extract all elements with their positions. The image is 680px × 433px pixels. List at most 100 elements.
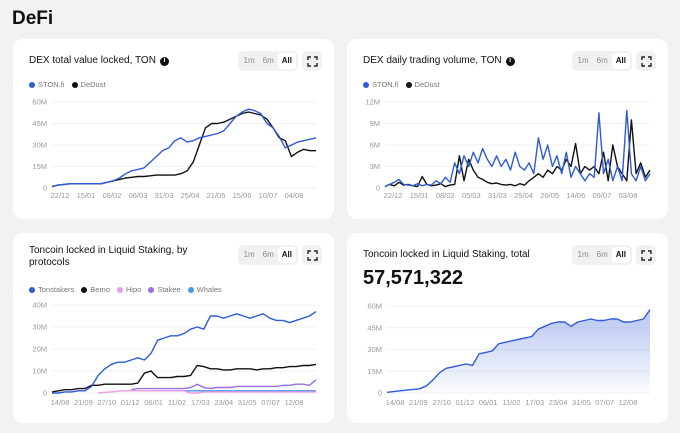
range-selector: 1m 6m All: [571, 245, 632, 265]
legend-label: Whales: [196, 285, 222, 294]
y-tick-label: 0: [378, 389, 382, 398]
fullscreen-button[interactable]: [636, 51, 656, 71]
legend-dot-icon: [148, 286, 155, 293]
legend-item[interactable]: STON.fi: [363, 80, 399, 89]
series-line-stonfi: [384, 109, 651, 188]
range-all[interactable]: All: [611, 247, 630, 263]
x-tick-label: 22/12: [384, 191, 403, 200]
y-tick-label: 15M: [367, 367, 382, 376]
card-staking-protocols: 0 10M 20M 30M 40M 14/08 21/09 27/10 01/12 06/01 11…: [13, 233, 334, 423]
x-tick-label: 25/04: [514, 191, 533, 200]
x-tick-label: 25/04: [181, 191, 200, 200]
range-6m[interactable]: 6m: [596, 250, 608, 259]
expand-icon: [306, 249, 318, 261]
info-icon[interactable]: i: [505, 56, 515, 66]
card-dex-volume: 0 3M 6M 9M 12M 22/12 15/01 08/02 05/03 31/03 25/04…: [347, 39, 668, 219]
x-tick-label: 17/03: [191, 398, 210, 407]
chart-legend: Tonstakers Bemo Hipo Stakee Whales: [29, 285, 222, 294]
series-line-stonfi: [51, 108, 317, 188]
y-tick-label: 15M: [32, 162, 47, 171]
x-tick-label: 17/03: [525, 398, 544, 407]
legend-item[interactable]: DeDust: [71, 80, 106, 89]
x-tick-label: 06/01: [144, 398, 163, 407]
range-1m[interactable]: 1m: [577, 56, 589, 65]
x-tick-label: 06/01: [479, 398, 498, 407]
legend-label: Bemo: [90, 285, 110, 294]
page-title: DeFi: [12, 8, 54, 29]
chart-dex-tvl: 0 15M 30M 45M 60M 22/12 15/01 09/02 06/03 31/03 25…: [32, 98, 317, 200]
x-tick-label: 20/05: [540, 191, 559, 200]
y-tick-label: 0: [43, 184, 47, 193]
range-1m[interactable]: 1m: [243, 56, 255, 65]
range-all[interactable]: All: [611, 53, 630, 69]
y-tick-label: 45M: [32, 119, 47, 128]
x-tick-label: 14/08: [386, 398, 405, 407]
x-tick-label: 01/12: [121, 398, 140, 407]
y-tick-label: 60M: [367, 302, 382, 311]
x-tick-label: 14/06: [566, 191, 585, 200]
x-tick-label: 07/07: [261, 398, 280, 407]
total-value: 57,571,322: [363, 267, 464, 289]
x-tick-label: 31/05: [238, 398, 257, 407]
series-line-tonstakers: [52, 311, 317, 394]
legend-item[interactable]: Stakee: [148, 285, 181, 294]
legend-item[interactable]: Bemo: [81, 285, 110, 294]
legend-label: Stakee: [157, 285, 181, 294]
x-tick-label: 04/08: [285, 191, 304, 200]
fullscreen-button[interactable]: [636, 245, 656, 265]
card-title: DEX daily trading volume, TON: [363, 55, 502, 66]
range-6m[interactable]: 6m: [262, 56, 274, 65]
range-1m[interactable]: 1m: [577, 250, 589, 259]
card-title: Toncoin locked in Liquid Staking, total: [363, 249, 530, 260]
x-tick-label: 14/08: [51, 398, 70, 407]
expand-icon: [306, 55, 318, 67]
chart-legend: STON.fi DeDust: [29, 80, 106, 89]
x-tick-label: 31/03: [488, 191, 507, 200]
legend-label: Hipo: [125, 285, 142, 294]
legend-dot-icon: [81, 286, 88, 293]
legend-item[interactable]: DeDust: [405, 80, 440, 89]
range-all[interactable]: All: [277, 53, 296, 69]
range-6m[interactable]: 6m: [596, 56, 608, 65]
y-tick-label: 3M: [370, 162, 380, 171]
range-all[interactable]: All: [277, 247, 296, 263]
range-6m[interactable]: 6m: [262, 250, 274, 259]
series-line-hipo: [98, 390, 316, 394]
range-selector: 1m 6m All: [237, 51, 298, 71]
x-tick-label: 07/07: [595, 398, 614, 407]
x-tick-label: 10/07: [259, 191, 278, 200]
card-title: Toncoin locked in Liquid Staking, by pro…: [29, 245, 188, 268]
info-icon[interactable]: i: [159, 56, 169, 66]
range-selector: 1m 6m All: [571, 51, 632, 71]
y-tick-label: 12M: [365, 98, 380, 107]
y-tick-label: 60M: [32, 98, 47, 107]
x-tick-label: 05/03: [462, 191, 481, 200]
x-tick-label: 21/09: [409, 398, 428, 407]
legend-label: STON.fi: [372, 80, 399, 89]
fullscreen-button[interactable]: [302, 51, 322, 71]
chart-dex-volume: 0 3M 6M 9M 12M 22/12 15/01 08/02 05/03 31/03 25/04…: [365, 98, 651, 200]
x-tick-label: 21/05: [207, 191, 226, 200]
x-tick-label: 12/08: [285, 398, 304, 407]
chart-staking-protocols: 0 10M 20M 30M 40M 14/08 21/09 27/10 01/12 06/01 11…: [32, 301, 317, 407]
y-tick-label: 45M: [367, 323, 382, 332]
area-fill: [387, 309, 650, 393]
x-tick-label: 27/10: [432, 398, 451, 407]
fullscreen-button[interactable]: [302, 245, 322, 265]
x-tick-label: 15/06: [233, 191, 252, 200]
expand-icon: [640, 55, 652, 67]
legend-item[interactable]: Hipo: [116, 285, 142, 294]
card-dex-tvl: 0 15M 30M 45M 60M 22/12 15/01 09/02 06/03 31/03 25…: [13, 39, 334, 219]
legend-item[interactable]: Whales: [187, 285, 222, 294]
range-1m[interactable]: 1m: [243, 250, 255, 259]
series-line-dedust: [384, 119, 651, 188]
x-tick-label: 27/10: [97, 398, 116, 407]
legend-label: Tonstakers: [38, 285, 75, 294]
legend-dot-icon: [116, 286, 123, 293]
legend-item[interactable]: STON.fi: [29, 80, 65, 89]
legend-item[interactable]: Tonstakers: [29, 285, 74, 294]
x-tick-label: 21/09: [74, 398, 93, 407]
chart-staking-total: 0 15M 30M 45M 60M 14/08 21/09 27/10 01/12 06/01 11…: [367, 302, 651, 407]
card-title: DEX total value locked, TON: [29, 55, 156, 66]
x-tick-label: 01/12: [456, 398, 475, 407]
